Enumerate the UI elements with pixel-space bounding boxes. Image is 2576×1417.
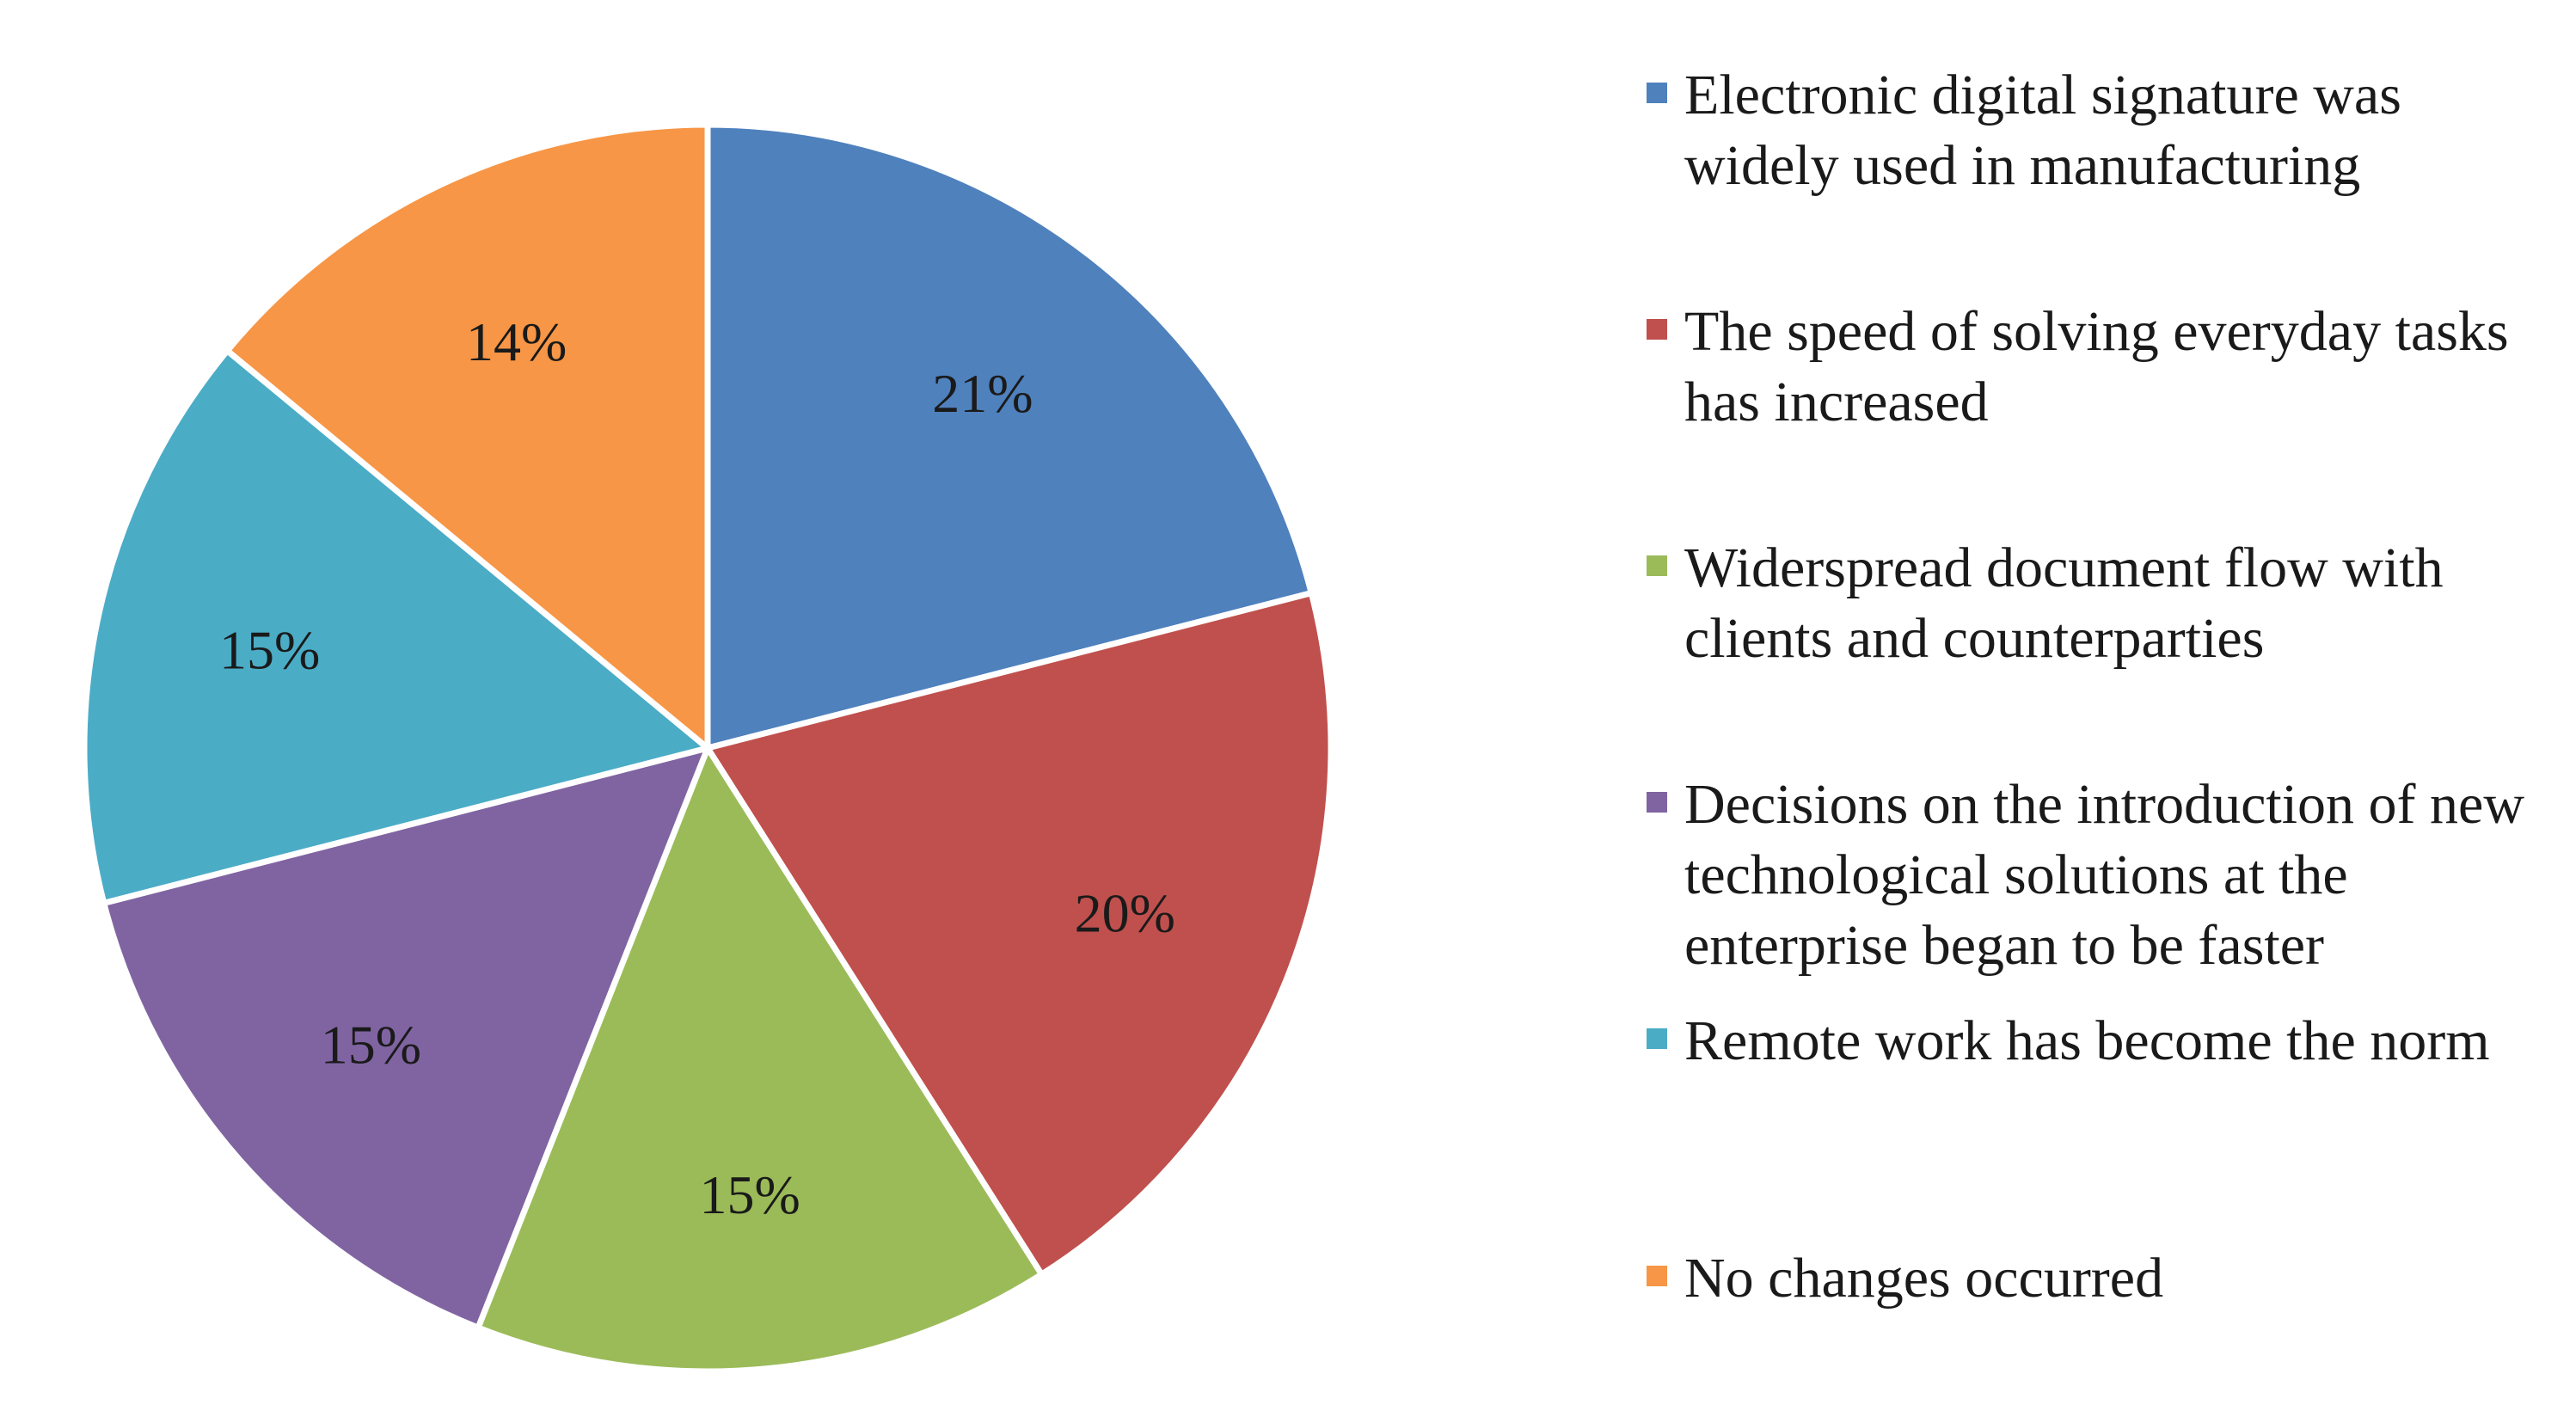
- legend-swatch: [1647, 1266, 1667, 1286]
- legend-label: Electronic digital signature was widely …: [1684, 64, 2401, 197]
- legend-item: The speed of solving everyday tasks has …: [1647, 297, 2567, 438]
- slice-data-label: 15%: [321, 1015, 421, 1076]
- legend-item: Decisions on the introduction of new tec…: [1647, 770, 2567, 981]
- legend-label: Widerspread document flow with clients a…: [1684, 537, 2444, 670]
- legend-item: Widerspread document flow with clients a…: [1647, 533, 2567, 674]
- slice-data-label: 14%: [466, 311, 567, 372]
- legend-item: Remote work has become the norm: [1647, 1006, 2567, 1077]
- legend-label: The speed of solving everyday tasks has …: [1684, 300, 2509, 433]
- pie-slice: [704, 590, 1334, 1278]
- legend-label: No changes occurred: [1684, 1247, 2164, 1310]
- legend-swatch: [1647, 792, 1667, 813]
- slice-data-label: 21%: [932, 363, 1033, 424]
- legend-label: Remote work has become the norm: [1684, 1009, 2490, 1072]
- legend-item: No changes occurred: [1647, 1243, 2567, 1314]
- slice-data-label: 20%: [1075, 883, 1175, 944]
- pie-slice: [101, 745, 711, 1331]
- legend-swatch: [1647, 1028, 1667, 1049]
- slice-data-label: 15%: [219, 620, 320, 681]
- legend: Electronic digital signature was widely …: [1647, 0, 2567, 1417]
- legend-label: Decisions on the introduction of new tec…: [1684, 773, 2524, 977]
- slice-data-label: 15%: [699, 1164, 800, 1225]
- legend-item: Electronic digital signature was widely …: [1647, 60, 2567, 201]
- pie-slice: [224, 121, 711, 751]
- pie-slice: [81, 347, 711, 906]
- legend-swatch: [1647, 83, 1667, 103]
- pie-slice: [475, 745, 1045, 1375]
- legend-swatch: [1647, 555, 1667, 576]
- pie-plot-area: 21% 20% 15% 15% 15% 14%: [81, 121, 1334, 1375]
- pie-slice: [704, 121, 1315, 751]
- legend-swatch: [1647, 319, 1667, 340]
